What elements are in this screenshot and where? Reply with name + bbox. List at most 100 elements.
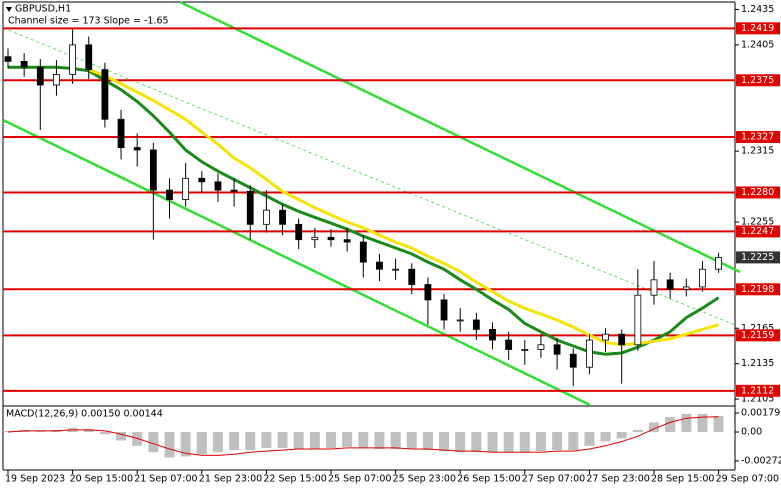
histogram-bar <box>277 432 288 448</box>
histogram-bar <box>99 432 110 435</box>
x-tick-label: 29 Sep 07:00 <box>716 474 779 485</box>
signal-line <box>7 416 719 456</box>
candle-body <box>101 69 109 120</box>
candle-body <box>262 209 270 225</box>
histogram-bar <box>35 430 46 433</box>
histogram-bar <box>374 432 385 450</box>
histogram-bar <box>342 432 353 447</box>
histogram-bar <box>649 422 659 433</box>
y-tick-label: 1.2135 <box>741 358 774 369</box>
y-tick-label: 0.00 <box>741 427 762 438</box>
candle-body <box>569 353 577 368</box>
candle-body <box>408 268 416 285</box>
level-label: 1.2375 <box>741 75 774 86</box>
candle-body <box>392 268 400 271</box>
level-label-box <box>736 186 780 199</box>
histogram-bar <box>245 432 256 451</box>
candle-body <box>424 284 432 301</box>
level-label-box <box>736 283 780 296</box>
histogram-bar <box>326 432 336 448</box>
histogram-bar <box>212 432 223 453</box>
candle-body <box>20 60 28 68</box>
candle-body <box>279 209 286 225</box>
y-tick-label: 1.2315 <box>741 146 774 157</box>
candle-body <box>166 189 173 200</box>
candle-body <box>295 223 303 241</box>
level-label: 1.2327 <box>741 131 774 142</box>
histogram-bar <box>406 432 417 450</box>
current-price-label: 1.2225 <box>741 252 774 263</box>
histogram-bar <box>632 429 643 433</box>
level-label-box <box>736 22 780 35</box>
histogram-bar <box>487 432 498 453</box>
candle-body <box>634 294 642 346</box>
x-tick-label: 21 Sep 07:00 <box>134 474 197 485</box>
channel-lower <box>2 118 591 407</box>
x-tick-label: 27 Sep 23:00 <box>586 474 649 485</box>
candle-body <box>650 279 658 296</box>
histogram-bar <box>261 432 272 448</box>
candle-body <box>343 239 351 243</box>
histogram-bar <box>229 432 240 451</box>
histogram-bar <box>535 432 546 452</box>
candle-body <box>456 319 464 322</box>
candle-body <box>182 177 190 200</box>
histogram-bar <box>180 432 191 457</box>
current-price-box <box>736 251 780 264</box>
y-tick-label: 1.2105 <box>741 394 774 405</box>
histogram-bar <box>164 432 175 458</box>
y-tick-label: 1.2255 <box>741 216 774 227</box>
histogram-bar <box>665 417 676 433</box>
level-label-box <box>736 329 780 342</box>
candle-body <box>133 147 141 151</box>
candle-body <box>214 181 222 191</box>
candle-body <box>699 268 706 288</box>
level-label-box <box>736 130 780 143</box>
histogram-bar <box>116 432 127 441</box>
candle-body <box>359 241 367 263</box>
candle-body <box>682 286 690 290</box>
candle-body <box>149 149 157 191</box>
level-label: 1.2159 <box>741 330 774 341</box>
chart-title: GBPUSD,H1 <box>15 4 71 15</box>
candle-body <box>440 299 448 321</box>
candle-body <box>376 261 383 270</box>
candle-body <box>53 73 60 86</box>
candle-body <box>602 333 609 341</box>
y-tick-label: 1.2405 <box>741 39 774 50</box>
candle-body <box>472 319 480 330</box>
candle-body <box>327 236 335 241</box>
histogram-bar <box>503 432 514 453</box>
level-label-box <box>736 225 780 238</box>
symbol-icon <box>6 7 12 12</box>
histogram-bar <box>519 432 530 453</box>
level-label: 1.2198 <box>741 284 774 295</box>
histogram-bar <box>584 432 595 446</box>
histogram-bar <box>309 432 320 450</box>
candle-body <box>618 333 626 346</box>
histogram-bar <box>681 413 692 433</box>
histogram-bar <box>713 416 724 433</box>
histogram-bar <box>148 432 159 453</box>
level-label-box <box>736 384 780 397</box>
candle-body <box>715 257 722 270</box>
level-label: 1.2280 <box>741 187 774 198</box>
x-tick-label: 22 Sep 15:00 <box>263 474 326 485</box>
histogram-bar <box>697 413 708 433</box>
candle-body <box>311 236 319 241</box>
histogram-bar <box>568 432 579 451</box>
histogram-bar <box>455 432 466 453</box>
candle-body <box>69 44 76 75</box>
histogram-bar <box>422 432 433 451</box>
x-tick-label: 26 Sep 15:00 <box>457 474 520 485</box>
level-label: 1.2419 <box>741 23 774 34</box>
candle-body <box>230 189 238 192</box>
candle-body <box>521 349 529 351</box>
histogram-bar <box>390 432 401 450</box>
candle-body <box>198 177 206 183</box>
histogram-bar <box>552 432 563 451</box>
candle-body <box>489 329 496 341</box>
x-tick-label: 19 Sep 2023 <box>5 474 65 485</box>
histogram-bar <box>358 432 369 448</box>
